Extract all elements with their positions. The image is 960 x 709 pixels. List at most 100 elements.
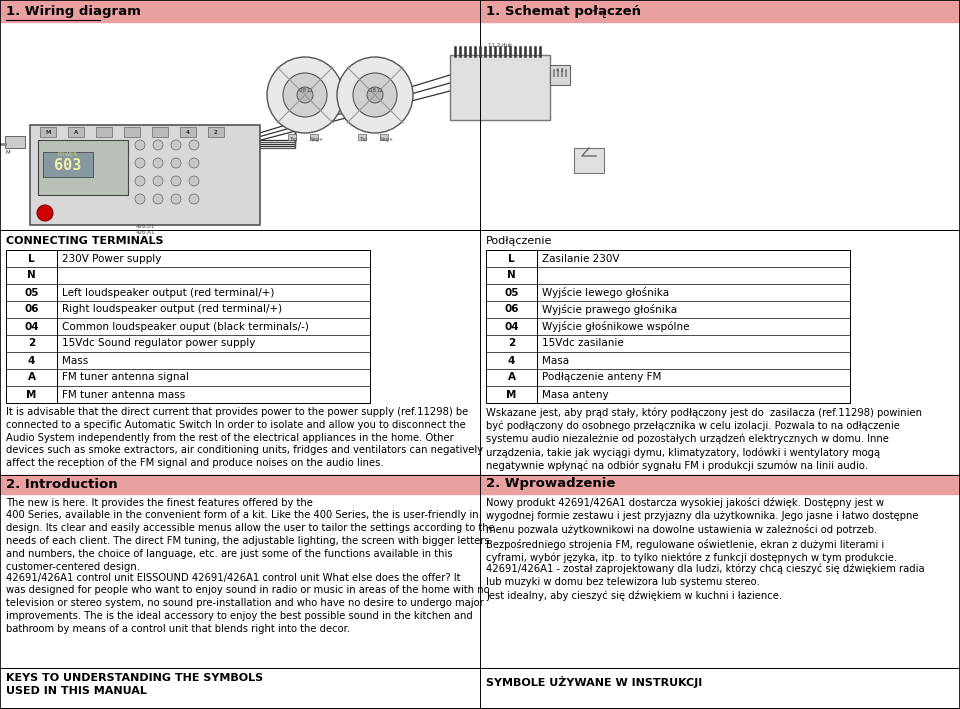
Bar <box>5 136 25 148</box>
Circle shape <box>171 158 181 168</box>
Text: 1. Schemat połączeń: 1. Schemat połączeń <box>486 4 641 18</box>
Text: KEYS TO UNDERSTANDING THE SYMBOLS: KEYS TO UNDERSTANDING THE SYMBOLS <box>6 673 263 683</box>
Text: 42691/426A1 control unit EISSOUND 42691/426A1 control unit What else does the of: 42691/426A1 control unit EISSOUND 42691/… <box>6 572 490 634</box>
Text: L: L <box>508 254 515 264</box>
Text: 15Vdc zasilanie: 15Vdc zasilanie <box>542 338 624 349</box>
Text: Mass: Mass <box>62 355 88 366</box>
Bar <box>68 127 84 137</box>
Bar <box>30 125 260 225</box>
Bar <box>180 127 196 137</box>
Bar <box>0 0 480 22</box>
Circle shape <box>153 194 163 204</box>
Circle shape <box>189 194 199 204</box>
Text: 08 Ω: 08 Ω <box>299 87 311 92</box>
Text: 05: 05 <box>504 288 518 298</box>
Text: N: N <box>27 271 36 281</box>
Text: Podłączenie anteny FM: Podłączenie anteny FM <box>542 372 661 382</box>
Text: Zasilanie 230V: Zasilanie 230V <box>542 254 619 264</box>
Text: M: M <box>506 389 516 399</box>
Bar <box>574 148 604 173</box>
Circle shape <box>135 176 145 186</box>
Text: M: M <box>26 389 36 399</box>
Circle shape <box>153 176 163 186</box>
Text: 06: 06 <box>24 304 38 315</box>
Text: Wyjście głośnikowe wspólne: Wyjście głośnikowe wspólne <box>542 321 689 332</box>
Circle shape <box>171 176 181 186</box>
Circle shape <box>135 158 145 168</box>
Text: 08 Ω: 08 Ω <box>369 87 381 92</box>
Circle shape <box>153 158 163 168</box>
Bar <box>480 0 960 22</box>
Bar <box>0 474 480 493</box>
Text: 4: 4 <box>28 355 36 366</box>
Circle shape <box>135 140 145 150</box>
Text: 4 2: 4 2 <box>556 67 564 72</box>
Text: 11.2 duk: 11.2 duk <box>488 43 512 48</box>
Text: 426.01
426.A1: 426.01 426.A1 <box>135 224 155 235</box>
Text: Wyjście prawego głośnika: Wyjście prawego głośnika <box>542 304 677 315</box>
Bar <box>486 250 850 403</box>
Bar <box>43 152 93 177</box>
Text: Top: Top <box>289 137 298 142</box>
Circle shape <box>367 87 383 103</box>
Text: M: M <box>45 130 51 135</box>
Text: 2: 2 <box>214 130 218 135</box>
Bar <box>124 127 140 137</box>
Text: 04: 04 <box>504 321 518 332</box>
Text: 603: 603 <box>55 159 82 174</box>
Circle shape <box>189 176 199 186</box>
Circle shape <box>171 140 181 150</box>
Text: Podłączenie: Podłączenie <box>486 236 552 246</box>
Text: POWER: POWER <box>58 152 78 157</box>
Circle shape <box>153 140 163 150</box>
Text: 2: 2 <box>508 338 516 349</box>
Text: Wskazane jest, aby prąd stały, który podłączony jest do  zasilacza (ref.11298) p: Wskazane jest, aby prąd stały, który pod… <box>486 407 922 471</box>
Text: N: N <box>507 271 516 281</box>
Bar <box>152 127 168 137</box>
Text: Wyjście lewego głośnika: Wyjście lewego głośnika <box>542 287 669 298</box>
Text: 06: 06 <box>504 304 518 315</box>
Bar <box>6 250 370 403</box>
Text: Right loudspeaker output (red terminal/+): Right loudspeaker output (red terminal/+… <box>62 304 282 315</box>
Bar <box>557 69 559 77</box>
Bar <box>358 134 366 140</box>
Bar <box>450 55 550 120</box>
Text: M: M <box>5 150 10 155</box>
Text: SYMBOLE UŻYWANE W INSTRUKCJI: SYMBOLE UŻYWANE W INSTRUKCJI <box>486 676 703 688</box>
Text: 42691/426A1 - został zaprojektowany dla ludzi, którzy chcą cieszyć się dźwiękiem: 42691/426A1 - został zaprojektowany dla … <box>486 564 924 601</box>
Text: FM tuner antenna mass: FM tuner antenna mass <box>62 389 185 399</box>
Circle shape <box>337 57 413 133</box>
Circle shape <box>267 57 343 133</box>
Text: 4: 4 <box>508 355 516 366</box>
Bar <box>38 140 128 195</box>
Text: L: L <box>28 254 35 264</box>
Text: Masa: Masa <box>542 355 569 366</box>
Circle shape <box>189 158 199 168</box>
Text: FM tuner antenna signal: FM tuner antenna signal <box>62 372 189 382</box>
Text: Common loudspeaker ouput (black terminals/-): Common loudspeaker ouput (black terminal… <box>62 321 309 332</box>
Bar <box>553 69 555 77</box>
Text: Masa anteny: Masa anteny <box>542 389 609 399</box>
Text: 2. Introduction: 2. Introduction <box>6 477 118 491</box>
Bar <box>288 134 296 140</box>
Text: 1. Wiring diagram: 1. Wiring diagram <box>6 4 141 18</box>
Text: Left loudspeaker output (red terminal/+): Left loudspeaker output (red terminal/+) <box>62 288 275 298</box>
Circle shape <box>283 73 327 117</box>
Circle shape <box>171 194 181 204</box>
Text: Neg+: Neg+ <box>310 137 324 142</box>
Bar <box>550 65 570 85</box>
Bar <box>310 134 318 140</box>
Text: 15Vdc Sound regulator power supply: 15Vdc Sound regulator power supply <box>62 338 255 349</box>
Circle shape <box>353 73 397 117</box>
Text: A: A <box>28 372 36 382</box>
Bar <box>380 134 388 140</box>
Circle shape <box>189 140 199 150</box>
Text: The new is here. It provides the finest features offered by the
400 Series, avai: The new is here. It provides the finest … <box>6 498 494 571</box>
Circle shape <box>135 194 145 204</box>
Bar <box>96 127 112 137</box>
Text: 230V Power supply: 230V Power supply <box>62 254 161 264</box>
Bar <box>480 474 960 493</box>
Text: It is advisable that the direct current that provides power to the power supply : It is advisable that the direct current … <box>6 407 483 468</box>
Text: Top: Top <box>359 137 367 142</box>
Text: USED IN THIS MANUAL: USED IN THIS MANUAL <box>6 686 147 696</box>
